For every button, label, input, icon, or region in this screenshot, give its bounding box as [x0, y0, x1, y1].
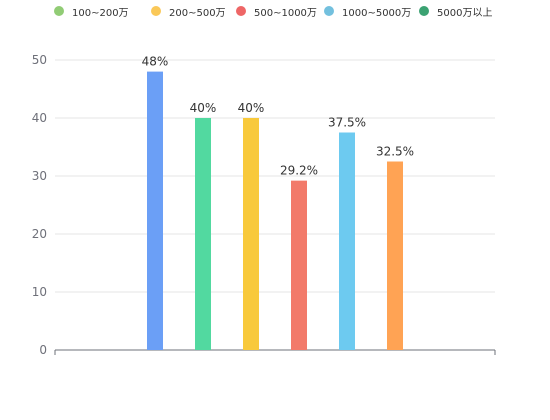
bar [339, 132, 355, 350]
legend-item-1000-5000[interactable]: 1000~5000万 [324, 2, 411, 20]
legend-label: 5000万以上 [437, 7, 493, 19]
legend-item-200-500[interactable]: 200~500万 [151, 2, 226, 20]
legend-swatch-icon [151, 6, 161, 16]
legend-label: 500~1000万 [254, 7, 317, 19]
bar [243, 118, 259, 350]
chart-legend: 100~200万 200~500万 500~1000万 1000~5000万 5… [0, 2, 550, 20]
legend-swatch-icon [419, 6, 429, 16]
legend-item-100-200[interactable]: 100~200万 [54, 2, 129, 20]
y-tick-label: 20 [32, 227, 47, 241]
legend-swatch-icon [324, 6, 334, 16]
legend-label: 100~200万 [72, 7, 129, 19]
data-label: 29.2% [280, 164, 318, 178]
legend-item-500-1000[interactable]: 500~1000万 [236, 2, 317, 20]
data-label: 48% [142, 55, 169, 69]
y-tick-label: 10 [32, 285, 47, 299]
data-label: 32.5% [376, 145, 414, 159]
legend-item-5000-plus[interactable]: 5000万以上 [419, 2, 492, 20]
legend-swatch-icon [54, 6, 64, 16]
bar [147, 71, 163, 350]
data-label: 40% [238, 101, 265, 115]
legend-label: 1000~5000万 [342, 7, 412, 19]
data-label: 37.5% [328, 116, 366, 130]
legend-swatch-icon [236, 6, 246, 16]
legend-label: 200~500万 [169, 7, 226, 19]
y-tick-label: 30 [32, 169, 47, 183]
data-label: 40% [190, 101, 217, 115]
y-tick-label: 40 [32, 111, 47, 125]
y-tick-label: 50 [32, 53, 47, 67]
y-tick-label: 0 [39, 343, 47, 357]
bar [387, 161, 403, 350]
bar [291, 180, 307, 350]
bar [195, 118, 211, 350]
